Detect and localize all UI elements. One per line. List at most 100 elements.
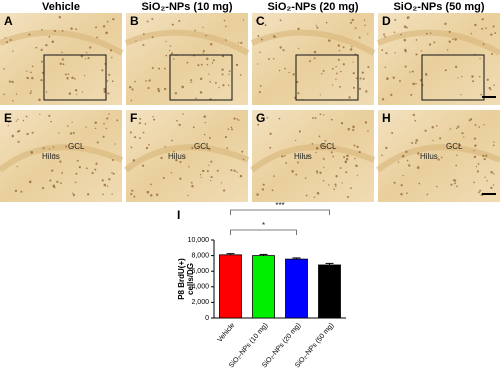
stained-cell [355,77,358,79]
stained-cell [208,148,211,151]
stained-cell [155,193,159,196]
stained-cell [448,30,451,33]
stained-cell [335,78,337,80]
stained-cell [134,136,137,139]
stained-cell [313,57,316,60]
stained-cell [335,185,337,188]
stained-cell [352,86,356,89]
micrograph [126,13,248,105]
stained-cell [455,127,458,130]
stained-cell [319,94,321,96]
stained-cell [76,159,79,162]
stained-cell [111,159,114,162]
stained-cell [316,191,320,195]
stained-cell [339,167,342,169]
stained-cell [349,48,353,51]
stained-cell [456,154,458,156]
stained-cell [345,157,349,161]
stained-cell [216,169,219,172]
stained-cell [221,55,225,58]
stained-cell [130,99,133,102]
stained-cell [257,35,260,37]
stained-cell [239,74,242,76]
stained-cell [106,117,109,120]
stained-cell [157,87,160,91]
stained-cell [417,152,420,155]
stained-cell [319,113,322,116]
stained-cell [278,117,281,120]
stained-cell [288,71,290,74]
stained-cell [258,91,261,94]
stained-cell [296,80,299,84]
stained-cell [481,18,484,21]
stained-cell [72,192,74,195]
stained-cell [114,143,116,145]
stained-cell [101,179,104,182]
stained-cell [351,18,354,22]
stained-cell [492,144,495,147]
stained-cell [165,40,167,43]
error-bar [259,253,268,256]
stained-cell [393,31,396,34]
tissue-band [124,144,250,173]
bar [252,255,275,319]
stained-cell [228,70,231,72]
stained-cell [108,178,111,181]
stained-cell [309,60,311,63]
stained-cell [223,19,226,22]
stained-cell [490,171,493,174]
stained-cell [87,57,90,60]
stained-cell [102,193,104,196]
stained-cell [350,21,353,24]
stained-cell [455,164,458,167]
stained-cell [315,151,317,154]
stained-cell [51,169,54,172]
zoom-box [169,54,233,101]
stained-cell [150,183,152,186]
stained-cell [208,164,210,167]
stained-cell [363,19,366,21]
stained-cell [364,121,368,124]
stained-cell [42,147,45,150]
stained-cell [168,49,171,52]
stained-cell [336,72,338,75]
stained-cell [16,130,19,133]
stained-cell [29,92,32,95]
stained-cell [85,51,88,54]
stained-cell [94,127,97,130]
stained-cell [211,62,214,64]
stained-cell [494,32,497,34]
stained-cell [178,19,181,22]
y-axis-label: P8 BrdU(+) [177,258,186,300]
stained-cell [397,161,400,163]
stained-cell [457,77,459,79]
stained-cell [365,90,368,93]
stained-cell [218,86,220,89]
stained-cell [78,166,81,169]
stained-cell [95,162,98,165]
stained-cell [269,146,272,149]
stained-cell [342,63,345,66]
stained-cell [94,121,97,125]
stained-cell [56,180,59,183]
stained-cell [173,150,175,153]
stained-cell [402,174,404,177]
stained-cell [400,33,402,36]
stained-cell [163,67,166,70]
stained-cell [206,57,209,61]
stained-cell [418,182,421,185]
stained-cell [318,135,321,138]
stained-cell [222,84,225,87]
stained-cell [470,32,473,35]
stained-cell [206,63,209,66]
stained-cell [367,130,369,132]
stained-cell [199,91,203,94]
stained-cell [269,132,272,135]
zoom-box [295,54,359,101]
stained-cell [145,80,147,82]
stained-cell [292,73,295,76]
stained-cell [75,28,78,31]
stained-cell [404,50,407,53]
stained-cell [197,64,200,67]
